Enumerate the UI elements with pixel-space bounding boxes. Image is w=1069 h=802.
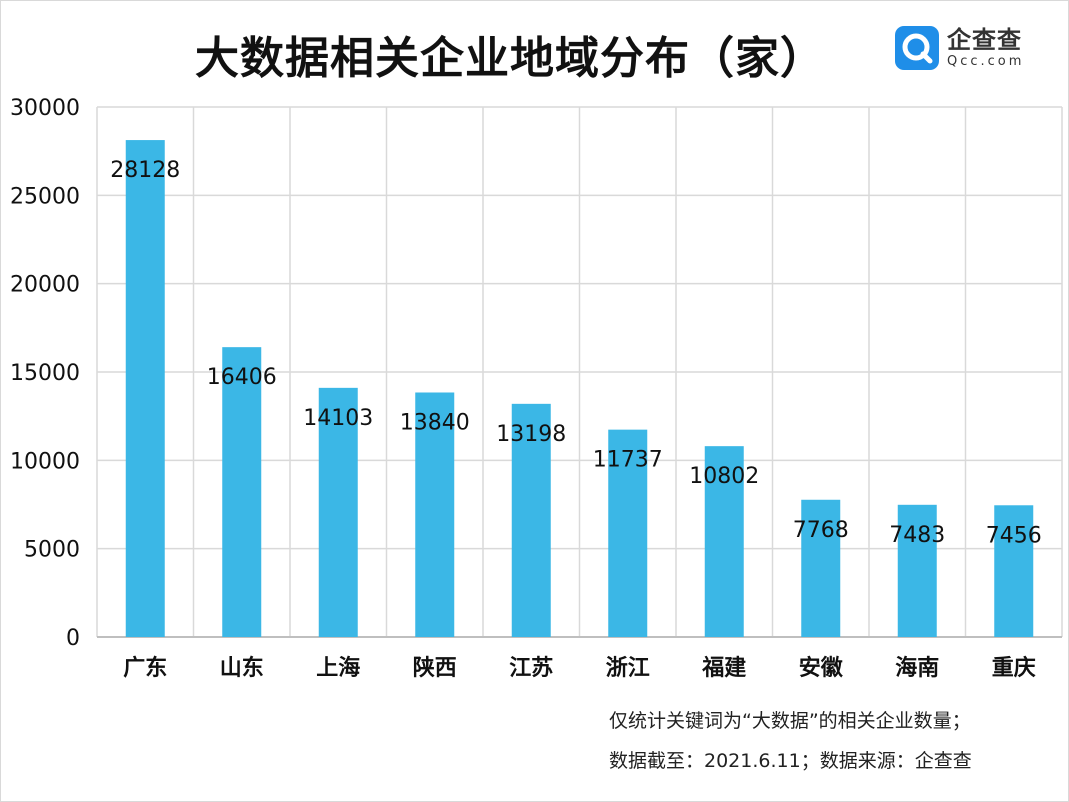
logo-name-cn: 企查查 [947, 26, 1022, 54]
x-tick-label: 山东 [220, 655, 264, 681]
footnote-scope: 仅统计关键词为“大数据”的相关企业数量； [609, 710, 971, 732]
bar-浙江 [608, 429, 648, 637]
data-label: 10802 [689, 464, 759, 489]
bar-江苏 [511, 403, 551, 637]
x-tick-label: 江苏 [509, 655, 553, 681]
footnote-source: 数据截至：2021.6.11；数据来源：企查查 [609, 750, 972, 772]
y-tick-label: 0 [66, 626, 80, 651]
y-tick-label: 25000 [10, 184, 80, 209]
data-label: 28128 [110, 158, 180, 183]
y-tick-label: 30000 [10, 96, 80, 121]
bar-广东 [125, 140, 165, 637]
logo-name-en: Qcc.com [947, 54, 1025, 69]
bar-山东 [222, 347, 262, 637]
y-tick-label: 15000 [10, 361, 80, 386]
chart-title: 大数据相关企业地域分布（家） [195, 33, 825, 84]
bar-上海 [318, 387, 358, 637]
x-tick-label: 广东 [123, 655, 167, 681]
brand-logo: 企查查 Qcc.com [895, 26, 1024, 70]
bar-海南 [897, 504, 937, 637]
bar-福建 [704, 446, 744, 637]
qcc-logo-icon [895, 26, 939, 70]
data-label: 14103 [303, 406, 373, 431]
y-tick-label: 10000 [10, 449, 80, 474]
x-tick-label: 福建 [701, 656, 746, 681]
x-tick-label: 上海 [316, 655, 360, 681]
x-tick-label: 浙江 [606, 656, 650, 681]
bar-安徽 [801, 499, 841, 637]
x-tick-label: 安徽 [799, 655, 844, 681]
x-tick-label: 陕西 [413, 656, 457, 681]
data-label: 7483 [889, 523, 945, 548]
data-label: 13198 [496, 422, 566, 447]
x-tick-label: 重庆 [992, 655, 1036, 681]
data-label: 7456 [986, 523, 1042, 548]
bar-重庆 [994, 505, 1034, 637]
x-tick-label: 海南 [895, 655, 939, 681]
y-tick-label: 20000 [10, 273, 80, 298]
data-label: 7768 [793, 518, 849, 543]
data-label: 13840 [400, 410, 470, 435]
data-label: 16406 [207, 365, 277, 390]
data-label: 11737 [593, 448, 663, 473]
bar-陕西 [415, 392, 455, 637]
y-tick-label: 5000 [24, 538, 80, 563]
